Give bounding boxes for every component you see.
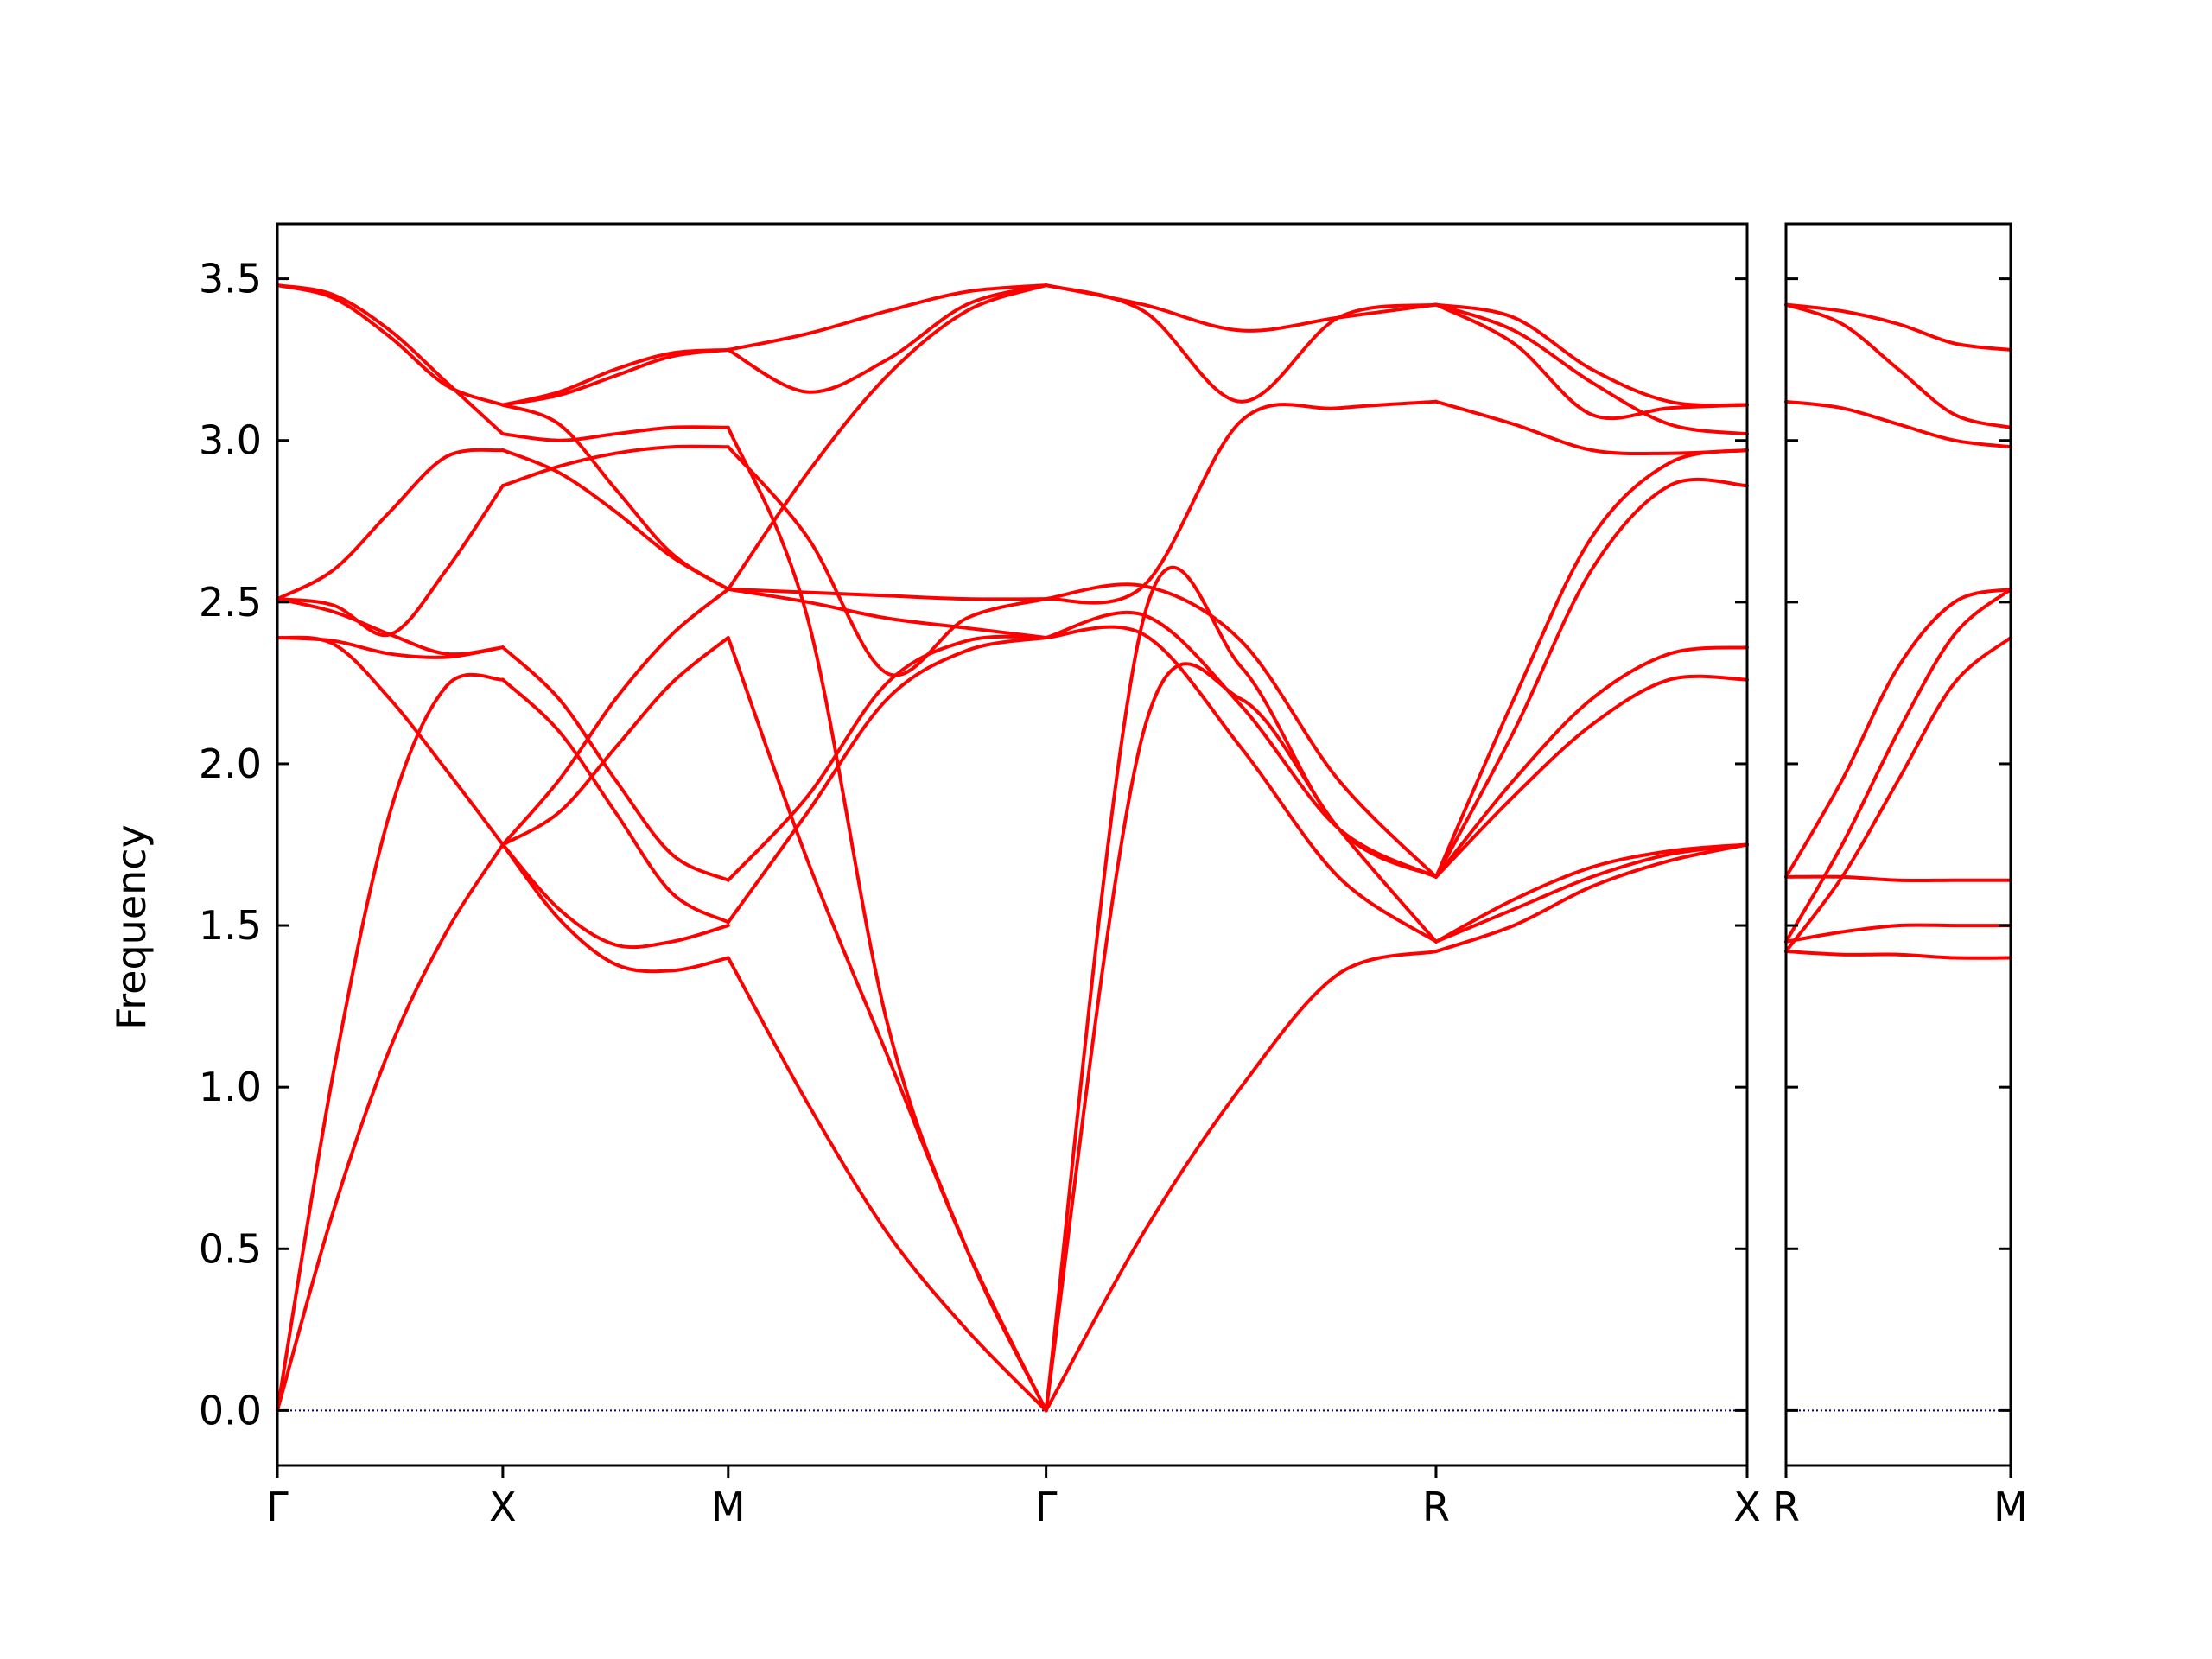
band-line-p0-s0-b6 xyxy=(276,484,505,638)
band-line-p0-s3-b7 xyxy=(1044,283,1438,404)
band-line-p0-s3-b0 xyxy=(1044,950,1438,1413)
y-tick-label: 2.0 xyxy=(199,741,262,787)
band-line-p0-s1-b0 xyxy=(500,842,730,974)
band-line-p0-s0-b5 xyxy=(276,448,505,601)
band-line-p0-s4-b3 xyxy=(1434,674,1749,879)
band-line-p0-s4-b9 xyxy=(1434,302,1749,421)
band-line-p0-s4-b2 xyxy=(1434,842,1749,944)
band-line-p1-s0-b7 xyxy=(1784,302,2012,429)
band-line-p0-s3-b1 xyxy=(1044,662,1438,1413)
band-line-p1-s0-b4 xyxy=(1784,587,2012,944)
x-tick-label: M xyxy=(711,1484,746,1530)
band-line-p0-s2-b5 xyxy=(726,587,1048,639)
band-line-p0-s2-b4 xyxy=(726,634,1048,882)
band-line-p0-s4-b4 xyxy=(1434,645,1749,879)
band-line-p0-s2-b7 xyxy=(726,587,1048,601)
y-tick-label: 2.5 xyxy=(199,579,262,626)
x-tick-label: X xyxy=(1733,1484,1761,1530)
x-tick-label: Γ xyxy=(1035,1484,1058,1530)
band-line-p0-s0-b7 xyxy=(276,283,505,436)
band-line-p0-s1-b2 xyxy=(500,636,730,847)
band-line-p0-s1-b1 xyxy=(500,842,730,950)
band-line-p0-s4-b6 xyxy=(1434,477,1749,879)
y-tick-label: 3.5 xyxy=(199,256,262,302)
band-line-p0-s0-b8 xyxy=(276,283,505,407)
band-line-p0-s4-b7 xyxy=(1434,399,1749,456)
band-line-p0-s3-b6 xyxy=(1044,399,1438,605)
band-line-p0-s2-b10 xyxy=(726,283,1048,352)
band-line-p1-s0-b2 xyxy=(1784,874,2012,882)
band-line-p1-s0-b3 xyxy=(1784,636,2012,953)
band-line-p0-s4-b5 xyxy=(1434,448,1749,879)
band-line-p0-s0-b0 xyxy=(276,842,505,1413)
band-line-p0-s2-b8 xyxy=(726,283,1048,591)
band-line-p0-s2-b0 xyxy=(726,956,1048,1413)
main-path-panel: 0.0 0.5 1.0 1.5 2.0 2.5 3.0 3.5 Γ X M Γ R X xyxy=(199,222,1761,1530)
band-line-p0-s1-b7 xyxy=(500,444,730,488)
band-line-p0-s3-b2 xyxy=(1044,565,1438,1413)
x-tick-label: X xyxy=(489,1484,517,1530)
band-line-p0-s4-b10 xyxy=(1434,302,1749,408)
band-line-p0-s2-b3 xyxy=(726,636,1048,925)
band-line-p1-s0-b0 xyxy=(1784,950,2012,960)
band-line-p0-s1-b11 xyxy=(500,347,730,407)
band-line-p0-s1-b9 xyxy=(500,425,730,442)
x-tick-label: R xyxy=(1422,1484,1450,1530)
x-tick-label: Γ xyxy=(266,1484,289,1530)
y-tick-label: 1.0 xyxy=(199,1064,262,1110)
plot-frame xyxy=(276,222,1749,1467)
y-tick-label: 0.0 xyxy=(199,1387,262,1433)
band-line-p0-s2-b6 xyxy=(726,445,1048,677)
y-tick-label: 3.0 xyxy=(199,417,262,464)
band-line-p1-s0-b1 xyxy=(1784,923,2012,944)
band-line-p0-s1-b10 xyxy=(500,347,730,407)
band-line-p1-s0-b5 xyxy=(1784,587,2012,879)
band-line-p0-s4-b8 xyxy=(1434,302,1749,436)
band-line-p0-s1-b4 xyxy=(500,677,730,925)
band-line-p0-s2-b9 xyxy=(726,283,1048,394)
band-line-p0-s0-b4 xyxy=(276,597,505,657)
y-axis-label: Frequency xyxy=(108,824,155,1030)
band-line-p0-s1-b3 xyxy=(500,587,730,847)
band-line-p0-s1-b5 xyxy=(500,645,730,882)
y-tick-label: 0.5 xyxy=(199,1225,262,1272)
band-line-p1-s0-b8 xyxy=(1784,302,2012,352)
y-tick-label: 1.5 xyxy=(199,902,262,949)
band-line-p0-s2-b2 xyxy=(726,425,1048,1413)
plot-frame xyxy=(1784,222,2012,1467)
band-line-p0-s3-b5 xyxy=(1044,582,1438,879)
band-line-p0-s3-b3 xyxy=(1044,625,1438,944)
x-tick-label: R xyxy=(1772,1484,1800,1530)
band-line-p0-s0-b1 xyxy=(276,672,505,1413)
band-line-p0-s3-b8 xyxy=(1044,283,1438,333)
band-line-p0-s4-b1 xyxy=(1434,842,1749,944)
band-line-p0-s4-b0 xyxy=(1434,842,1749,953)
band-line-p1-s0-b6 xyxy=(1784,399,2012,449)
x-tick-label: M xyxy=(1993,1484,2028,1530)
band-line-p0-s3-b4 xyxy=(1044,610,1438,879)
band-line-p0-s1-b8 xyxy=(500,403,730,591)
